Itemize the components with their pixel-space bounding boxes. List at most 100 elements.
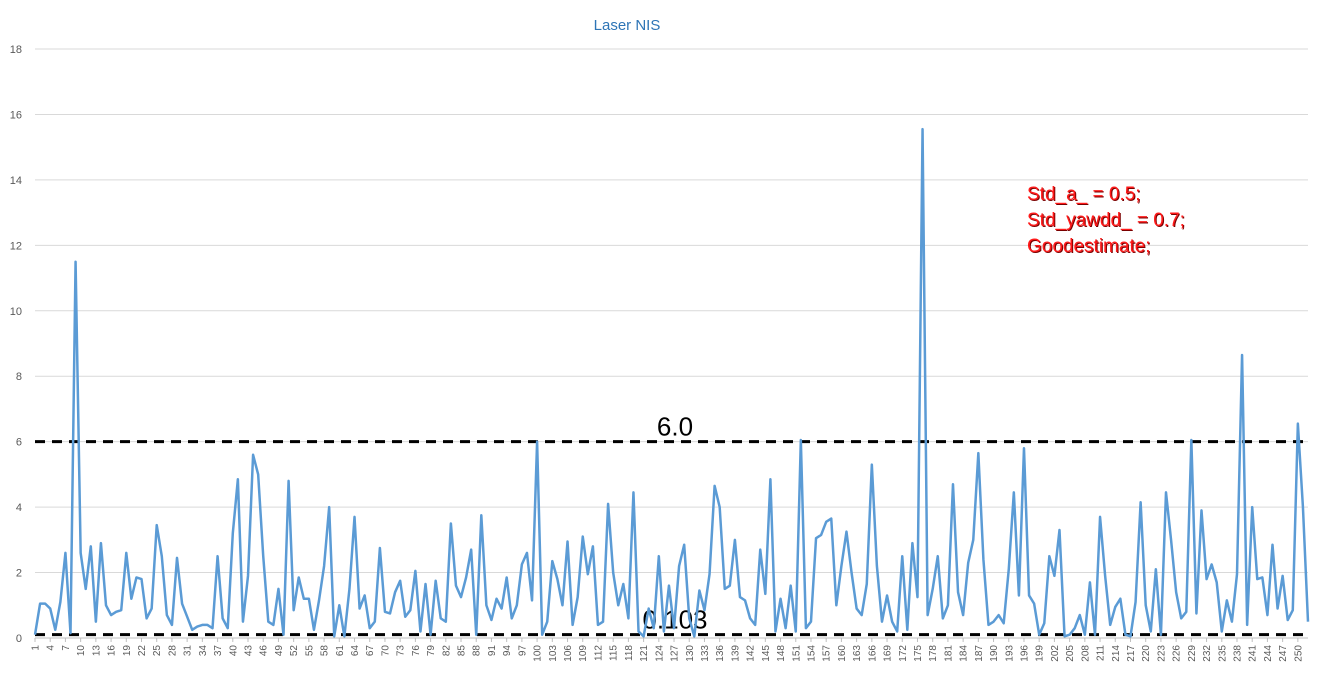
y-tick-label: 12	[10, 240, 22, 252]
x-tick-label: 115	[609, 645, 620, 661]
x-tick-label: 88	[472, 645, 483, 657]
y-tick-label: 2	[16, 568, 22, 580]
x-tick-label: 151	[791, 645, 802, 662]
x-tick-label: 229	[1187, 645, 1198, 662]
series-line-laser-nis	[33, 127, 1310, 638]
x-tick-label: 112	[593, 645, 604, 661]
x-tick-label: 223	[1156, 645, 1167, 662]
y-tick-label: 14	[10, 175, 22, 187]
chart-title: Laser NIS	[593, 17, 661, 34]
x-tick-label: 94	[502, 645, 513, 657]
x-tick-label: 31	[183, 645, 194, 657]
x-tick-label: 145	[761, 645, 772, 662]
x-tick-label: 205	[1065, 645, 1076, 662]
annotation-line-goodestimate: Goodestimate;	[1027, 236, 1151, 257]
x-tick-label: 52	[289, 645, 300, 657]
x-tick-label: 139	[730, 645, 741, 662]
x-tick-label: 13	[91, 645, 102, 657]
x-tick-label: 130	[685, 645, 696, 662]
x-tick-label: 217	[1126, 645, 1137, 662]
x-tick-label: 97	[517, 645, 528, 657]
parameter-annotation: Std_a_ = 0.5; Std_yawdd_ = 0.7; Goodesti…	[1027, 182, 1185, 260]
x-tick-label: 211	[1096, 645, 1107, 661]
y-tick-label: 10	[10, 306, 22, 318]
x-tick-label: 226	[1172, 645, 1183, 662]
x-tick-label: 85	[457, 645, 468, 657]
x-tick-label: 4	[46, 645, 57, 651]
x-axis-ticks: 1 4 7 10 13 16 19 22 25 28 31 34 37 40 43 46 49 52 55 58 61 6…	[31, 638, 1304, 662]
x-tick-label: 166	[867, 645, 878, 662]
x-tick-label: 103	[548, 645, 559, 662]
x-tick-label: 157	[822, 645, 833, 662]
x-tick-label: 196	[1019, 645, 1030, 662]
x-tick-label: 43	[244, 645, 255, 657]
x-tick-label: 175	[913, 645, 924, 662]
x-tick-label: 190	[989, 645, 1000, 662]
x-tick-label: 199	[1035, 645, 1046, 662]
x-tick-label: 61	[335, 645, 346, 657]
x-tick-label: 121	[639, 645, 650, 662]
x-tick-label: 64	[350, 645, 361, 657]
x-tick-label: 250	[1293, 645, 1304, 662]
x-tick-label: 109	[578, 645, 589, 662]
x-tick-label: 235	[1217, 645, 1228, 662]
x-tick-label: 208	[1080, 645, 1091, 662]
x-tick-label: 46	[259, 645, 270, 657]
x-tick-label: 34	[198, 645, 209, 657]
annotation-line-std-a: Std_a_ = 0.5;	[1027, 184, 1141, 205]
gridlines	[35, 48, 1308, 639]
x-tick-label: 136	[715, 645, 726, 662]
x-tick-label: 247	[1278, 645, 1289, 662]
x-tick-label: 169	[883, 645, 894, 662]
x-tick-label: 178	[928, 645, 939, 662]
x-tick-label: 232	[1202, 645, 1213, 662]
y-tick-label: 6	[16, 437, 22, 449]
y-tick-label: 0	[16, 633, 22, 645]
x-tick-label: 124	[654, 645, 665, 662]
x-tick-label: 58	[320, 645, 331, 657]
x-tick-label: 220	[1141, 645, 1152, 662]
x-tick-label: 142	[746, 645, 757, 662]
x-tick-label: 16	[107, 645, 118, 657]
y-axis-ticks: 0 2 4 6 8 10 12 14 16 18	[10, 44, 22, 645]
x-tick-label: 193	[1004, 645, 1015, 662]
x-tick-label: 118	[624, 645, 635, 661]
x-tick-label: 76	[411, 645, 422, 657]
reference-line-label: 6.0	[657, 412, 693, 442]
x-tick-label: 82	[441, 645, 452, 657]
x-tick-label: 181	[943, 645, 954, 662]
x-tick-label: 28	[167, 645, 178, 657]
x-tick-label: 214	[1111, 645, 1122, 662]
x-tick-label: 19	[122, 645, 133, 657]
x-tick-label: 148	[776, 645, 787, 662]
x-tick-label: 244	[1263, 645, 1274, 662]
x-tick-label: 202	[1050, 645, 1061, 662]
x-tick-label: 106	[563, 645, 574, 662]
x-tick-label: 49	[274, 645, 285, 657]
x-tick-label: 73	[396, 645, 407, 657]
x-tick-label: 7	[61, 645, 72, 651]
x-tick-label: 127	[670, 645, 681, 662]
x-tick-label: 241	[1248, 645, 1259, 662]
y-tick-label: 8	[16, 371, 22, 383]
x-tick-label: 187	[974, 645, 985, 662]
x-tick-label: 40	[228, 645, 239, 657]
x-tick-label: 163	[852, 645, 863, 662]
series-layer	[33, 127, 1310, 638]
x-tick-label: 25	[152, 645, 163, 657]
x-tick-label: 154	[806, 645, 817, 662]
x-tick-label: 70	[380, 645, 391, 657]
x-tick-label: 184	[959, 645, 970, 662]
x-tick-label: 10	[76, 645, 87, 657]
x-tick-label: 37	[213, 645, 224, 657]
x-tick-label: 238	[1232, 645, 1243, 662]
x-tick-label: 79	[426, 645, 437, 657]
x-tick-label: 55	[304, 645, 315, 657]
x-tick-label: 172	[898, 645, 909, 662]
x-tick-label: 67	[365, 645, 376, 657]
x-tick-label: 1	[31, 645, 42, 651]
y-tick-label: 18	[10, 44, 22, 56]
x-tick-label: 133	[700, 645, 711, 662]
